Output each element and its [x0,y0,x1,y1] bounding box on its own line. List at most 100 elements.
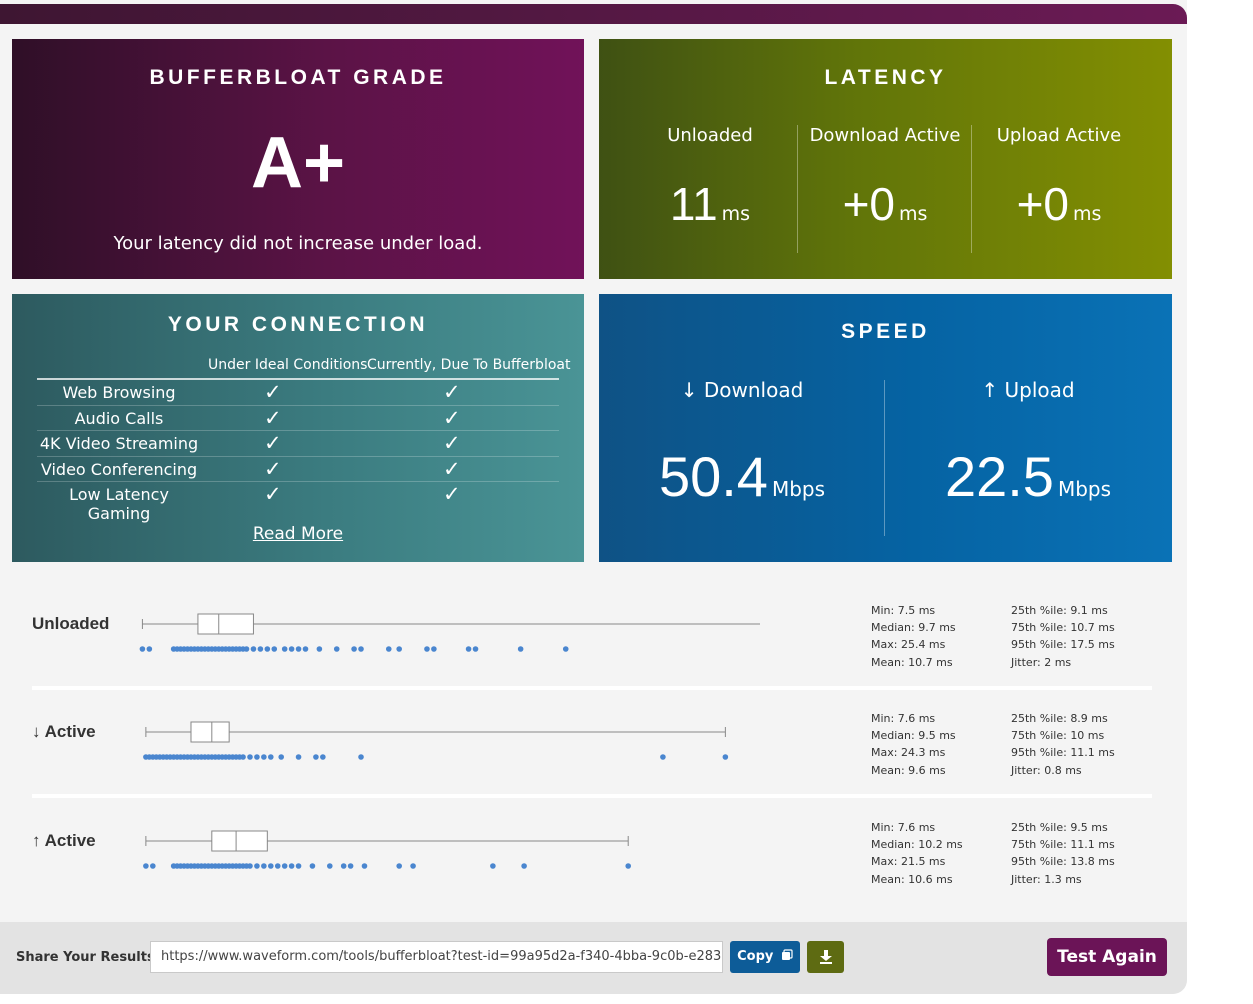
copy-button[interactable]: Copy [730,941,800,973]
latency-boxplot [143,830,632,869]
check-icon: ✓ [264,431,282,455]
latency-divider [971,125,972,253]
speed-card: SPEED ↓ Download 50.4 Mbps ↑ Upload 22.5 M… [599,294,1172,562]
latency-sample-point [562,646,569,652]
latency-sample-point [146,646,153,652]
latency-sample-point [472,646,479,652]
latency-sample-point [261,863,267,869]
stat-min: Min: 7.6 ms [871,821,936,834]
column-header-current: Currently, Due To Bufferbloat [367,357,571,373]
stats-right: 25th %ile: 8.9 ms 75th %ile: 10 ms 95th … [1011,710,1115,779]
check-icon: ✓ [443,380,461,404]
grade-title: BUFFERBLOAT GRADE [149,66,447,89]
check-icon: ✓ [264,380,282,404]
latency-sample-point [281,646,288,652]
latency-sample-point [274,863,281,869]
stat-p25: 25th %ile: 9.5 ms [1011,821,1108,834]
latency-sample-point [431,646,437,652]
latency-plot-row-download: ↓ Active Min: 7.6 ms Median: 9.5 ms Max:… [0,688,1187,788]
latency-sample-point [268,863,274,869]
latency-sample-point [490,863,496,869]
activity-name: Low Latency Gaming [69,485,169,523]
latency-sample-point [271,646,278,652]
stat-p95: 95th %ile: 17.5 ms [1011,638,1115,652]
latency-divider [797,125,798,253]
speed-divider [884,380,885,536]
download-results-button[interactable] [807,941,844,973]
latency-sample-point [333,646,340,652]
check-icon: ✓ [443,431,461,455]
latency-unloaded-value: 11 [669,178,718,230]
check-icon: ✓ [443,482,461,506]
connection-table: Web Browsing ✓ ✓ Audio Calls ✓ ✓ 4K Vide… [37,378,559,523]
stat-mean: Mean: 10.7 ms [871,655,953,669]
table-row: Video Conferencing ✓ ✓ [37,456,559,482]
results-panel: BUFFERBLOAT GRADE A+ Your latency did no… [0,0,1187,994]
latency-sample-point [309,863,316,869]
latency-sample-point [281,863,288,869]
latency-upload-active: Upload Active +0 ms [972,123,1146,253]
latency-sample-point [396,863,402,869]
latency-sample-point [424,646,430,652]
stat-median: Median: 10.2 ms [871,838,963,852]
latency-sample-point [385,646,392,652]
row-divider [32,794,1152,798]
upload-speed: ↑ Upload 22.5 Mbps [885,378,1171,509]
activity-name: Video Conferencing [40,459,198,479]
stat-p75: 75th %ile: 10.7 ms [1011,621,1115,635]
column-header-ideal: Under Ideal Conditions [208,357,368,373]
test-again-button[interactable]: Test Again [1047,938,1167,976]
iqr-box [197,613,254,635]
stat-mean: Mean: 10.6 ms [871,872,953,886]
latency-boxplot [143,721,729,760]
grade-value: A+ [250,123,346,203]
stat-jitter: Jitter: 2 ms [1011,655,1072,669]
latency-sample-point [278,754,285,760]
table-row: Low Latency Gaming ✓ ✓ [37,482,559,523]
plot-row-label: ↑ Active [32,831,96,850]
latency-sample-point [288,863,295,869]
stat-max: Max: 24.3 ms [871,746,946,760]
stat-p75: 75th %ile: 10 ms [1011,729,1105,743]
stats-left: Min: 7.6 ms Median: 10.2 ms Max: 21.5 ms… [871,819,963,888]
download-icon [819,950,832,964]
check-icon: ✓ [443,456,461,481]
plot-row-label: ↓ Active [32,722,96,741]
latency-sample-point [660,754,666,760]
stats-left: Min: 7.5 ms Median: 9.7 ms Max: 25.4 ms … [871,602,956,671]
stat-median: Median: 9.5 ms [871,729,956,743]
latency-sample-point [722,754,729,760]
table-row: Web Browsing ✓ ✓ [37,380,559,406]
latency-sample-point [351,646,357,652]
latency-sample-point [150,863,156,869]
latency-sample-point [465,646,472,652]
latency-sample-point [268,754,274,760]
latency-sample-point [410,863,416,869]
latency-sample-point [264,646,271,652]
activity-name: Audio Calls [74,408,164,428]
top-progress-bar [0,4,1187,24]
check-icon: ✓ [264,456,282,481]
latency-sample-point [302,646,309,652]
latency-sample-point [396,646,402,652]
stat-max: Max: 21.5 ms [871,855,946,869]
latency-download-active: Download Active +0 ms [798,123,972,253]
latency-sample-point [261,754,267,760]
latency-sample-point [521,863,527,869]
download-speed: ↓ Download 50.4 Mbps [599,378,885,509]
latency-sample-point [517,646,524,652]
stats-right: 25th %ile: 9.1 ms 75th %ile: 10.7 ms 95t… [1011,602,1115,671]
latency-upload-unit: ms [1073,203,1102,225]
stat-mean: Mean: 9.6 ms [871,763,946,777]
copy-icon [781,949,793,960]
share-url-field[interactable]: https://www.waveform.com/tools/bufferblo… [150,941,723,973]
latency-sample-point [358,646,364,652]
table-row: 4K Video Streaming ✓ ✓ [37,431,559,457]
stat-p75: 75th %ile: 11.1 ms [1011,838,1115,852]
read-more-link[interactable]: Read More [252,524,344,544]
iqr-box [211,830,268,852]
copy-button-label: Copy [737,949,774,964]
stat-jitter: Jitter: 1.3 ms [1011,872,1082,886]
check-icon: ✓ [264,405,282,430]
upload-label: ↑ Upload [981,378,1075,402]
